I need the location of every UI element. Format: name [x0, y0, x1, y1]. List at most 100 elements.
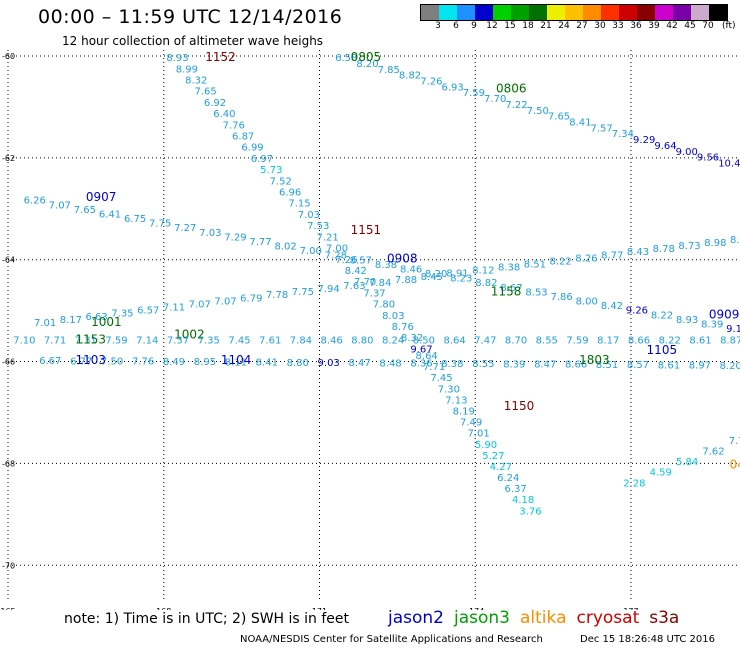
swh-value: 8.80 [287, 358, 309, 369]
lon-tick-label: 171 [312, 607, 327, 610]
swh-value: 8.51 [524, 260, 546, 271]
swh-value: 8.32 [185, 76, 207, 87]
swh-value: 8.46 [321, 336, 343, 347]
swh-value: 7.29 [224, 232, 246, 243]
legend-label: 18 [522, 21, 534, 31]
swh-value: 7.84 [290, 336, 312, 347]
swh-value: 8.97 [689, 361, 711, 372]
swh-value: 8.78 [653, 244, 675, 255]
legend-label: 70 [702, 21, 714, 31]
swh-value: 8.48 [379, 358, 401, 369]
swh-value: 8.22 [550, 256, 572, 267]
legend-swatch-12 [637, 5, 655, 20]
swh-value: 8.43 [627, 247, 649, 258]
swh-value: 7.26 [335, 255, 357, 266]
color-legend: 3 6 9 12 15 18 21 24 27 30 33 36 39 42 45 70 (ft) [420, 4, 736, 31]
swh-value: 6.40 [213, 109, 235, 120]
swh-value: 7.07 [189, 299, 211, 310]
swh-value: 8.46 [400, 264, 422, 275]
swh-value: 8.38 [441, 359, 463, 370]
swh-value: 8.20 [720, 361, 740, 372]
swh-value: 8.17 [597, 336, 619, 347]
legend-label: 42 [666, 21, 678, 31]
swh-value: 9.26 [626, 306, 648, 317]
legend-swatch-11 [619, 5, 637, 20]
legend-label: 3 [435, 21, 441, 31]
swh-value: 8.39 [503, 359, 525, 370]
swh-value: 5.73 [260, 165, 282, 176]
swh-value: 8.57 [627, 360, 649, 371]
swh-value: 8.47 [348, 358, 370, 369]
swh-value: 8.76 [392, 322, 414, 333]
swh-value: 9.29 [633, 135, 655, 146]
swh-value: 6.26 [24, 196, 46, 207]
swh-value: 5.84 [676, 457, 698, 468]
satellite-jason3: jason3 [454, 608, 510, 628]
swh-value: 7.80 [373, 300, 395, 311]
legend-label: 6 [453, 21, 459, 31]
swh-value: 7.76 [223, 120, 245, 131]
swh-value: 8.32 [401, 333, 423, 344]
swh-value: 6.97 [251, 154, 273, 165]
swh-value: 7.28 [325, 251, 347, 262]
swh-value: 7.59 [105, 336, 127, 347]
swh-value: 7.88 [395, 275, 417, 286]
swh-value: 7.37 [167, 336, 189, 347]
swh-value: 7.15 [288, 199, 310, 210]
legend-unit: (ft) [722, 21, 736, 31]
swh-value: 8.00 [576, 297, 598, 308]
swh-value: 4.18 [512, 495, 534, 506]
track-time-label: 1001 [91, 315, 122, 329]
swh-value: 8.41 [569, 118, 591, 129]
swh-value: 7.75 [292, 287, 314, 298]
swh-value: 7.27 [174, 223, 196, 234]
legend-label: 27 [576, 21, 588, 31]
swh-value: 7.61 [259, 336, 281, 347]
swh-value: 7.78 [266, 290, 288, 301]
swh-value: 8.23 [450, 274, 472, 285]
swh-value: 7.01 [467, 429, 489, 440]
swh-value: 8.12 [472, 266, 494, 277]
swh-value: 8.51 [596, 360, 618, 371]
swh-value: 8.45 [421, 272, 443, 283]
swh-value: 7.57 [590, 123, 612, 134]
legend-swatch-6 [529, 5, 547, 20]
legend-swatch-16 [709, 5, 727, 20]
swh-value: 7.21 [316, 232, 338, 243]
swh-value: 7.22 [505, 100, 527, 111]
swh-value: 6.75 [124, 214, 146, 225]
lat-tick-label: -68 [2, 459, 15, 468]
legend-swatch-7 [547, 5, 565, 20]
swh-value: 6.41 [99, 209, 121, 220]
swh-value: 7.59 [566, 336, 588, 347]
legend-labels: 3 6 9 12 15 18 21 24 27 30 33 36 39 42 45 70 [420, 21, 728, 31]
lat-tick-label: -64 [2, 256, 15, 265]
swh-value: 7.07 [49, 200, 71, 211]
swh-value: 8.47 [534, 359, 556, 370]
swh-value: 8.49 [163, 357, 185, 368]
swh-value: 7.85 [378, 65, 400, 76]
legend-swatch-1 [439, 5, 457, 20]
swh-value: 7.65 [194, 87, 216, 98]
lat-tick-label: -62 [2, 154, 15, 163]
swh-value: 6.79 [240, 293, 262, 304]
legend-label: 45 [684, 21, 696, 31]
swh-value: 7.26 [420, 77, 442, 88]
swh-value: 8.03 [382, 311, 404, 322]
swh-value: 7.47 [474, 336, 496, 347]
swh-value: 7.50 [527, 106, 549, 117]
swh-value: 8.55 [472, 359, 494, 370]
legend-swatch-13 [655, 5, 673, 20]
swh-value: 6.24 [497, 473, 519, 484]
swh-value: 8.70 [505, 336, 527, 347]
swh-value: 8.64 [416, 351, 438, 362]
track-time-label: 1103 [75, 353, 106, 367]
swh-value: 6.63 [86, 312, 108, 323]
swh-value: 7.00 [300, 246, 322, 257]
swh-value: 8.61 [658, 360, 680, 371]
swh-value: 7.13 [445, 395, 467, 406]
swh-value: 9.03 [318, 358, 340, 369]
swh-value: 6.67 [39, 356, 61, 367]
map-title: 00:00 – 11:59 UTC 12/14/2016 [38, 6, 343, 28]
swh-value: 8.67 [500, 283, 522, 294]
